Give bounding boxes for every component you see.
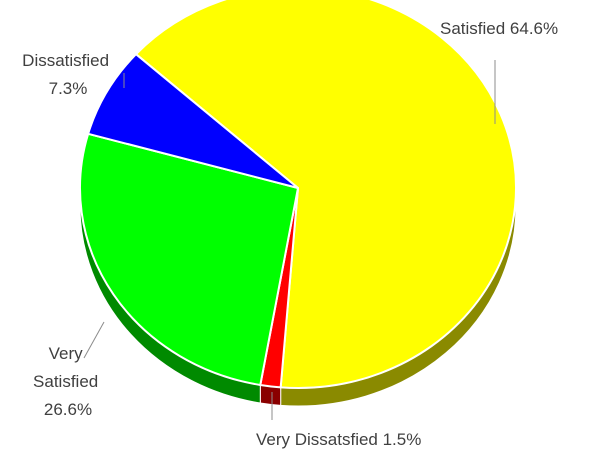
data-label-very-satisfied-line3: 26.6% [44, 400, 92, 419]
data-label-very-dissatisfied: Very Dissatsfied 1.5% [256, 430, 421, 449]
data-label-dissatisfied-line2: 7.3% [49, 79, 88, 98]
data-label-very-satisfied-line1: Very [49, 344, 84, 363]
leader-line-very-satisfied [83, 321, 105, 359]
pie-slices [79, 0, 517, 389]
data-label-dissatisfied: Dissatisfied 7.3% [22, 51, 114, 98]
pie-slice-dissatisfied [87, 53, 299, 189]
data-label-satisfied: Satisfied 64.6% [440, 19, 558, 38]
data-label-very-satisfied-line2: Satisfied [33, 372, 98, 391]
pie-slice-satisfied [134, 0, 517, 389]
data-label-dissatisfied-line1: Dissatisfied [22, 51, 109, 70]
data-label-very-satisfied: Very Satisfied 26.6% [33, 344, 103, 419]
pie-slice-very-satisfied [79, 132, 299, 386]
